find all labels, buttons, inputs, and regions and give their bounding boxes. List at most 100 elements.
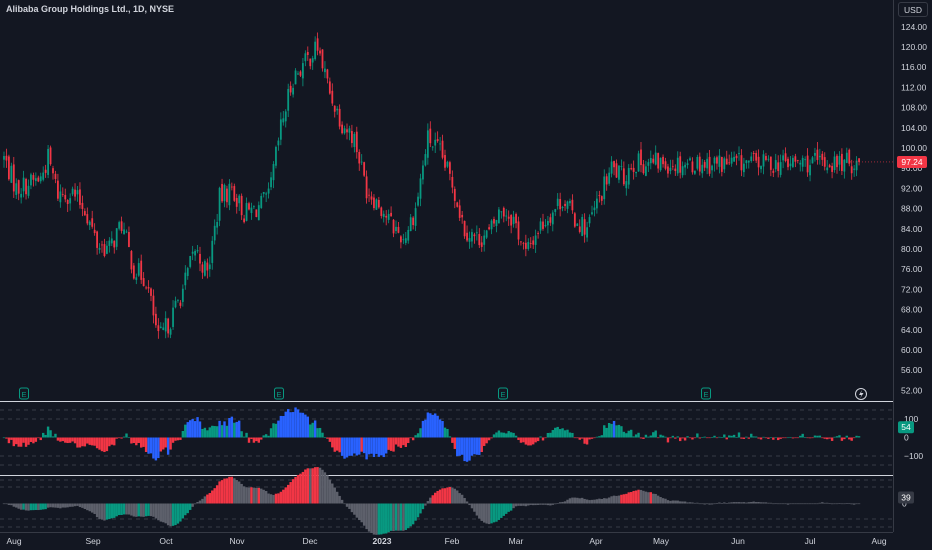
oscillator2-bar bbox=[818, 502, 822, 504]
oscillator1-bar bbox=[291, 412, 295, 438]
oscillator1-bar bbox=[735, 437, 738, 438]
oscillator2-bar bbox=[164, 503, 167, 524]
candle-body bbox=[608, 172, 611, 184]
candle-body bbox=[818, 155, 821, 158]
oscillator2-bar bbox=[340, 499, 344, 504]
oscillator1-bar bbox=[372, 437, 376, 458]
oscillator2-bar bbox=[404, 503, 407, 530]
oscillator1-bar bbox=[742, 437, 746, 439]
oscillator1-value-label: 54 bbox=[901, 422, 911, 432]
oscillator1-bar bbox=[622, 431, 626, 438]
oscillator1-bar bbox=[573, 437, 577, 439]
earnings-icon[interactable]: E bbox=[274, 387, 284, 400]
oscillator1-bar bbox=[612, 421, 616, 438]
candle-body bbox=[471, 232, 473, 242]
oscillator2-bar bbox=[759, 502, 763, 504]
oscillator1-bar bbox=[296, 409, 300, 438]
oscillator1-bar bbox=[835, 436, 839, 438]
candle-body bbox=[380, 207, 383, 216]
oscillator1-bar bbox=[446, 428, 449, 438]
candle-body bbox=[243, 218, 245, 223]
oscillator2-bar bbox=[478, 503, 481, 519]
price-tick-label: 52.00 bbox=[901, 385, 923, 395]
candle-body bbox=[419, 178, 422, 199]
oscillator2-bar bbox=[855, 503, 858, 505]
oscillator1-bar bbox=[152, 437, 155, 459]
lightning-icon[interactable] bbox=[855, 388, 867, 400]
oscillator2-bar bbox=[228, 476, 231, 504]
oscillator2-bar bbox=[260, 488, 263, 504]
oscillator1-bar bbox=[686, 436, 689, 438]
oscillator2-bar bbox=[801, 503, 804, 505]
candle-body bbox=[108, 240, 111, 246]
oscillator2-bar bbox=[328, 479, 332, 504]
candle-body bbox=[113, 240, 116, 248]
oscillator1-bar bbox=[681, 437, 684, 439]
oscillator2-bar bbox=[745, 502, 748, 504]
candle-body bbox=[760, 165, 762, 170]
oscillator2-bar bbox=[370, 503, 373, 533]
candle-body bbox=[3, 156, 5, 160]
candle-body bbox=[444, 155, 446, 168]
oscillator2-bar bbox=[453, 488, 456, 504]
oscillator1-bar bbox=[27, 437, 30, 445]
oscillator1-bar bbox=[431, 414, 434, 438]
oscillator2-bar bbox=[791, 503, 795, 505]
oscillator2-bar bbox=[355, 503, 358, 518]
candle-body bbox=[777, 162, 780, 172]
oscillator2-bar bbox=[617, 495, 621, 504]
candle-body bbox=[527, 241, 530, 249]
oscillator1-bar bbox=[669, 437, 672, 439]
oscillator1-bar bbox=[108, 437, 111, 447]
oscillator2-bar bbox=[485, 503, 488, 524]
candle-body bbox=[150, 288, 152, 296]
candle-body bbox=[186, 268, 189, 276]
oscillator2-bar bbox=[826, 502, 829, 504]
candle-body bbox=[544, 224, 547, 227]
earnings-icon[interactable]: E bbox=[498, 387, 508, 400]
oscillator1-bar bbox=[590, 437, 594, 439]
candle-body bbox=[42, 172, 45, 180]
candle-body bbox=[93, 229, 96, 234]
candle-body bbox=[493, 219, 495, 224]
candle-body bbox=[679, 156, 682, 173]
earnings-icon[interactable]: E bbox=[701, 387, 711, 400]
oscillator2-bar bbox=[252, 487, 256, 504]
oscillator1-bar bbox=[475, 437, 479, 455]
oscillator1-bar bbox=[465, 437, 469, 462]
candle-body bbox=[397, 226, 400, 233]
oscillator1-bar bbox=[620, 426, 623, 438]
time-tick-label: Dec bbox=[302, 536, 318, 546]
candle-body bbox=[789, 163, 792, 167]
candle-body bbox=[15, 183, 18, 195]
oscillator1-bar bbox=[98, 437, 101, 450]
oscillator1-bar bbox=[198, 421, 202, 438]
oscillator1-bar bbox=[426, 412, 430, 438]
oscillator2-bar bbox=[242, 486, 246, 504]
oscillator1-bar bbox=[105, 437, 109, 452]
oscillator1-axis: 100 0 −100 bbox=[904, 414, 923, 461]
oscillator1-bar bbox=[539, 436, 542, 438]
currency-button[interactable]: USD bbox=[898, 2, 928, 17]
oscillator1-bar bbox=[360, 437, 363, 452]
oscillator1-bar bbox=[127, 437, 131, 438]
candle-body bbox=[716, 157, 718, 164]
candle-body bbox=[559, 199, 562, 210]
oscillator2-grid bbox=[0, 479, 893, 528]
oscillator1-bar bbox=[122, 436, 126, 438]
oscillator1-bar bbox=[458, 437, 461, 456]
oscillator1-bar bbox=[808, 437, 812, 439]
oscillator1-bar bbox=[179, 437, 182, 440]
oscillator1-bar bbox=[149, 437, 153, 454]
earnings-icon[interactable]: E bbox=[19, 387, 29, 400]
candle-body bbox=[573, 213, 576, 227]
oscillator1-bar bbox=[541, 437, 545, 441]
candle-body bbox=[618, 165, 620, 180]
candle-body bbox=[441, 140, 444, 158]
oscillator1-bar bbox=[855, 435, 858, 438]
oscillator1-bar bbox=[51, 436, 55, 438]
oscillator2-bar bbox=[615, 495, 618, 504]
oscillator2-bar bbox=[554, 503, 557, 505]
oscillator2-bar bbox=[639, 489, 643, 504]
